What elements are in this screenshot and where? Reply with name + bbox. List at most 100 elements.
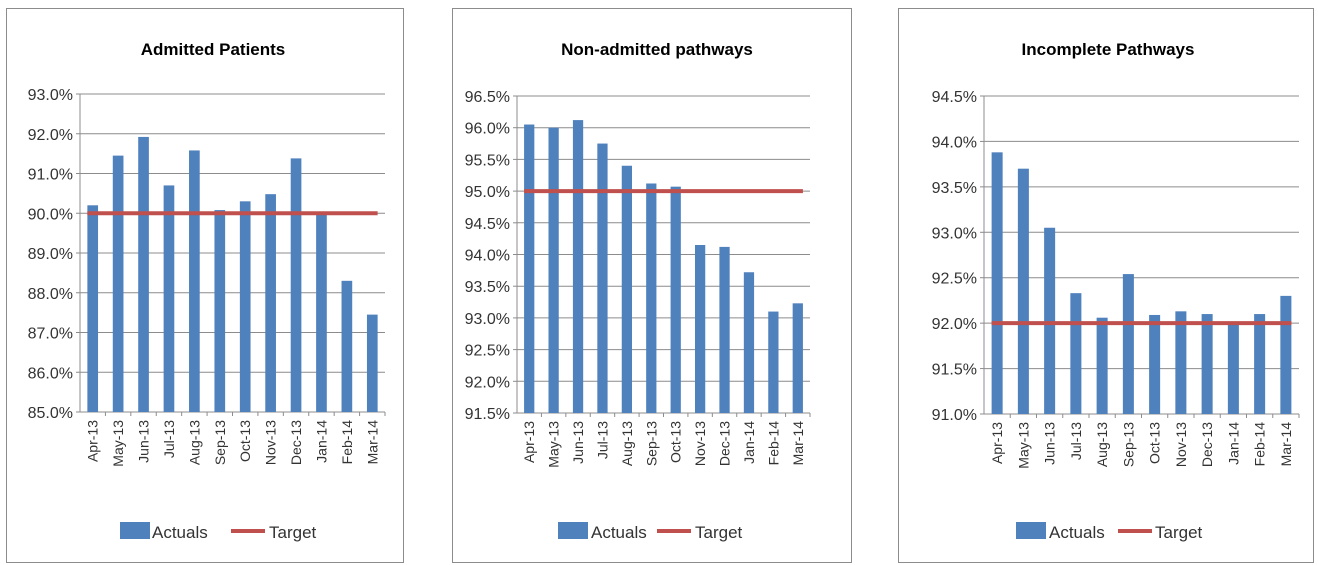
- legend-target-label: Target: [695, 523, 743, 542]
- x-tick-label: Dec-13: [288, 420, 304, 465]
- bar-actuals: [1122, 274, 1134, 414]
- bar-actuals: [1149, 314, 1161, 414]
- admitted-patients-svg: Admitted Patients 85.0% 86.0% 87.0% 88.0% 89.…: [28, 40, 386, 542]
- y-tick-label: 92.5%: [465, 343, 510, 360]
- chart-title: Incomplete Pathways: [1022, 40, 1195, 59]
- bar-actuals: [265, 194, 276, 412]
- x-tick-label: Nov-13: [263, 420, 279, 465]
- bar-actuals: [1017, 168, 1029, 414]
- x-tick-label: Feb-14: [765, 421, 781, 466]
- legend-target-label: Target: [269, 523, 317, 542]
- bar-actuals: [548, 127, 559, 413]
- y-tick-label: 93.0%: [28, 87, 73, 104]
- x-tick-label: May-13: [1015, 422, 1031, 469]
- y-tick-label: 96.5%: [465, 89, 510, 106]
- y-tick-label: 95.0%: [465, 184, 510, 201]
- x-tick-label: Mar-14: [364, 420, 380, 465]
- x-tick-label: Jan-14: [741, 421, 757, 464]
- bar-actuals: [1044, 227, 1056, 414]
- x-tick-label: Nov-13: [692, 421, 708, 466]
- x-tick-label: Jun-13: [136, 420, 152, 463]
- x-tick-label: Apr-13: [85, 420, 101, 462]
- bar-actuals: [768, 311, 779, 413]
- bar-actuals: [1201, 314, 1213, 414]
- bar-actuals: [991, 152, 1003, 414]
- x-tick-label: Apr-13: [521, 421, 537, 463]
- bar-actuals: [621, 165, 633, 413]
- non-admitted-pathways-svg: Non-admitted pathways 91.5% 92.0% 92.5% 93.0…: [465, 40, 811, 542]
- x-tick-label: Oct-13: [668, 421, 684, 463]
- bar-actuals: [163, 185, 175, 412]
- x-tick-label: Jun-13: [570, 421, 586, 464]
- bar-actuals: [1175, 311, 1187, 414]
- y-tick-label: 87.0%: [28, 326, 73, 343]
- x-tick-label: Sep-13: [212, 420, 228, 465]
- x-tick-label: Jul-13: [161, 420, 177, 458]
- y-tick-label: 92.5%: [932, 271, 977, 288]
- y-tick-label: 86.0%: [28, 365, 73, 382]
- bar-actuals: [1227, 324, 1239, 414]
- y-tick-label: 91.5%: [465, 406, 510, 423]
- y-tick-label: 91.0%: [932, 407, 977, 424]
- y-tick-label: 93.5%: [932, 180, 977, 197]
- legend-actuals-swatch: [120, 522, 150, 539]
- x-tick-label: Jun-13: [1042, 422, 1058, 465]
- legend-actuals-swatch: [558, 522, 588, 539]
- x-tick-label: Jul-13: [1068, 422, 1084, 460]
- bar-actuals: [1280, 295, 1292, 414]
- y-tick-label: 94.5%: [932, 89, 977, 106]
- incomplete-pathways-chart: Incomplete Pathways 91.0% 91.5% 92.0% 92.5% 9…: [898, 8, 1314, 563]
- y-tick-label: 91.0%: [28, 167, 73, 184]
- bar-actuals: [112, 155, 124, 413]
- x-tick-label: Jan-14: [313, 420, 329, 463]
- bar-actuals: [239, 201, 251, 412]
- x-tick-label: Oct-13: [237, 420, 253, 462]
- y-tick-label: 93.0%: [932, 225, 977, 242]
- chart-title: Non-admitted pathways: [561, 40, 753, 59]
- bar-actuals: [316, 214, 327, 412]
- chart-title: Admitted Patients: [141, 40, 286, 59]
- y-tick-label: 96.0%: [465, 121, 510, 138]
- x-tick-label: Mar-14: [1278, 422, 1294, 467]
- y-tick-label: 90.0%: [28, 206, 73, 223]
- x-tick-label: Jan-14: [1225, 422, 1241, 465]
- bar-actuals: [366, 314, 378, 412]
- y-tick-label: 95.5%: [465, 152, 510, 169]
- x-tick-label: Dec-13: [717, 421, 733, 466]
- bar-actuals: [214, 210, 226, 412]
- y-tick-label: 92.0%: [28, 127, 73, 144]
- y-tick-label: 93.0%: [465, 311, 510, 328]
- bar-actuals: [694, 244, 706, 413]
- x-tick-label: May-13: [546, 421, 562, 468]
- x-tick-label: Oct-13: [1147, 422, 1163, 464]
- bar-actuals: [290, 158, 302, 412]
- incomplete-pathways-svg: Incomplete Pathways 91.0% 91.5% 92.0% 92.5% 9…: [932, 40, 1300, 542]
- x-tick-label: Apr-13: [989, 422, 1005, 464]
- bar-actuals: [524, 124, 535, 413]
- x-tick-label: Jul-13: [594, 421, 610, 459]
- y-tick-label: 94.0%: [932, 134, 977, 151]
- x-tick-label: Nov-13: [1173, 422, 1189, 467]
- bar-actuals: [792, 303, 803, 413]
- bar-actuals: [597, 143, 608, 414]
- y-tick-label: 85.0%: [28, 405, 73, 422]
- legend-actuals-label: Actuals: [591, 523, 647, 542]
- x-tick-label: Dec-13: [1199, 422, 1215, 467]
- y-tick-label: 92.0%: [932, 316, 977, 333]
- x-tick-label: Feb-14: [339, 420, 355, 465]
- legend-target-label: Target: [1155, 523, 1203, 542]
- bar-actuals: [189, 150, 200, 412]
- x-tick-label: Feb-14: [1252, 422, 1268, 467]
- bar-actuals: [572, 120, 584, 413]
- bar-actuals: [1096, 317, 1108, 414]
- legend-actuals-label: Actuals: [1049, 523, 1105, 542]
- x-tick-label: Aug-13: [186, 420, 202, 465]
- legend-actuals-label: Actuals: [152, 523, 208, 542]
- y-tick-label: 92.0%: [465, 374, 510, 391]
- bar-actuals: [87, 205, 99, 412]
- y-tick-label: 91.5%: [932, 362, 977, 379]
- bar-actuals: [1070, 293, 1082, 414]
- bar-actuals: [646, 183, 657, 413]
- y-tick-label: 94.0%: [465, 248, 510, 265]
- legend-actuals-swatch: [1016, 522, 1046, 539]
